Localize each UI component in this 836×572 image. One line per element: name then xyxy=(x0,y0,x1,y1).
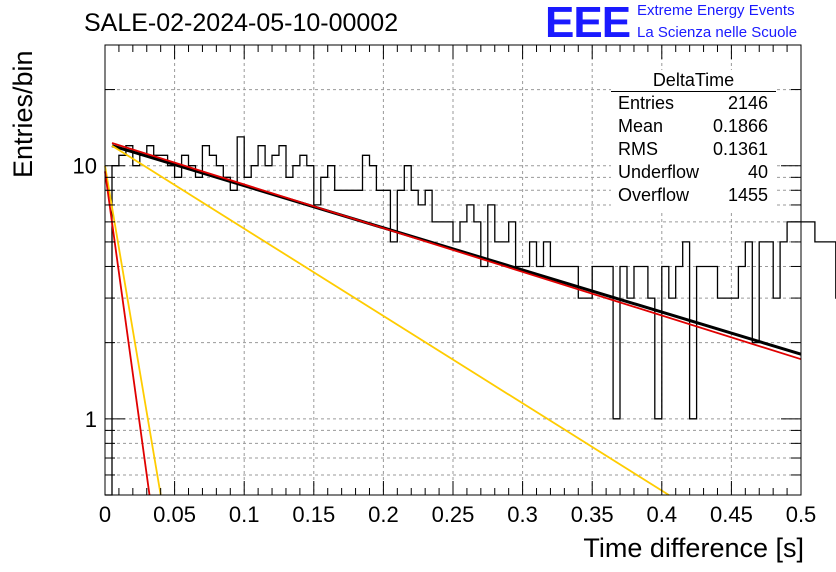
y-tick-label: 1 xyxy=(85,407,97,432)
stats-label: Overflow xyxy=(618,185,690,205)
x-tick-label: 0.05 xyxy=(153,502,196,527)
stats-divider xyxy=(611,91,776,92)
fit-line-yellow-short-component xyxy=(104,165,162,496)
fit-line-red-total-fit xyxy=(111,142,802,361)
stats-label: Mean xyxy=(618,116,664,136)
stats-value: 0.1361 xyxy=(712,139,768,159)
x-axis-label: Time difference [s] xyxy=(583,533,804,563)
stats-row-entries: Entries 2146 xyxy=(618,92,768,114)
histogram-steps xyxy=(105,136,836,496)
y-tick-label: 10 xyxy=(73,154,97,179)
x-tick-label: 0.15 xyxy=(292,502,335,527)
x-tick-label: 0 xyxy=(99,502,111,527)
stats-label: Entries xyxy=(618,93,675,113)
stats-label: RMS xyxy=(618,139,658,159)
stats-row-mean: Mean 0.1866 xyxy=(618,115,768,137)
x-tick-label: 0.5 xyxy=(786,502,817,527)
eee-logo: EEE xyxy=(545,0,631,47)
y-axis-label: Entries/bin xyxy=(8,50,38,178)
x-tick-label: 0.45 xyxy=(710,502,753,527)
x-tick-label: 0.25 xyxy=(432,502,475,527)
x-tick-label: 0.2 xyxy=(368,502,399,527)
x-tick-label: 0.35 xyxy=(571,502,614,527)
stats-label: Underflow xyxy=(618,162,700,182)
logo-subtitle-2: La Scienza nelle Scuole xyxy=(637,24,798,41)
stats-title: DeltaTime xyxy=(652,70,735,90)
x-tick-label: 0.3 xyxy=(507,502,538,527)
fit-line-red-short-component xyxy=(104,171,151,496)
grid xyxy=(105,44,801,496)
stats-box: DeltaTime Entries 2146 Mean 0.1866 RMS 0… xyxy=(611,70,776,210)
histogram xyxy=(105,136,836,496)
fit-lines xyxy=(104,142,802,496)
chart-title: SALE-02-2024-05-10-00002 xyxy=(84,9,399,37)
axis-ticks xyxy=(104,44,802,496)
x-tick-label: 0.4 xyxy=(647,502,678,527)
stats-value: 40 xyxy=(747,162,768,182)
stats-row-overflow: Overflow 1455 xyxy=(618,184,768,206)
fit-line-black-fit xyxy=(111,144,802,356)
stats-value: 2146 xyxy=(727,93,768,113)
logo-subtitle-1: Extreme Energy Events xyxy=(637,2,795,19)
tick-labels: 0 0.05 0.1 0.15 0.2 0.25 0.3 0.35 0.4 0.45 0.5 1 10 xyxy=(73,154,817,527)
stats-value: 0.1866 xyxy=(712,116,768,136)
stats-row-underflow: Underflow 40 xyxy=(618,161,768,183)
stats-value: 1455 xyxy=(727,185,768,205)
fit-line-yellow-long-component xyxy=(111,144,670,496)
stats-row-rms: RMS 0.1361 xyxy=(618,138,768,160)
x-tick-label: 0.1 xyxy=(229,502,260,527)
